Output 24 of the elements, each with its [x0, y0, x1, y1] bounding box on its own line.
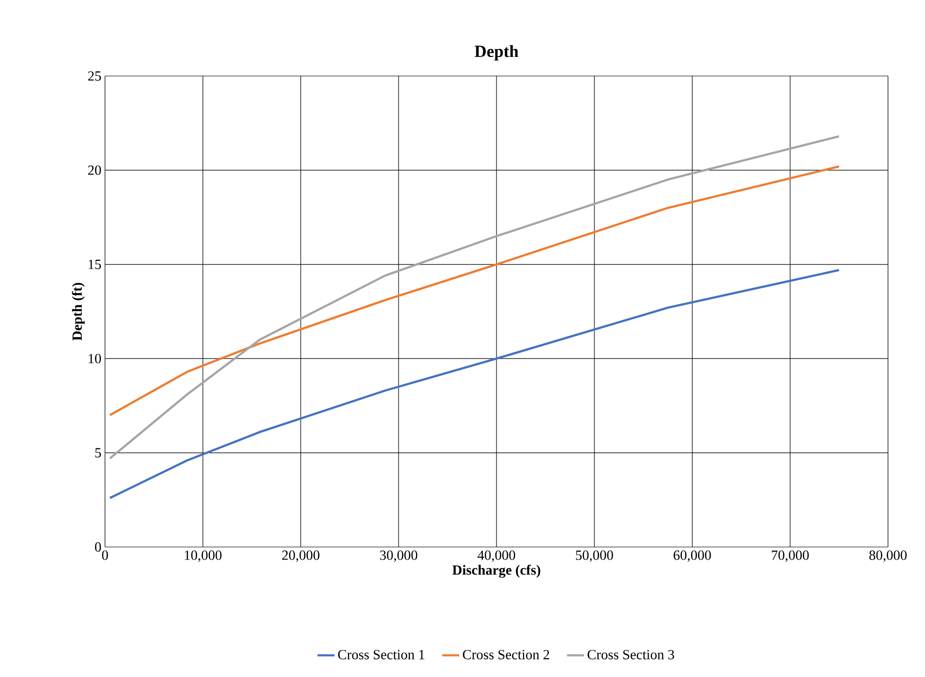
- x-tick-label: 50,000: [576, 550, 614, 562]
- y-tick-label: 5: [95, 448, 101, 458]
- line-series: [108, 165, 840, 416]
- line-series: [108, 135, 840, 460]
- legend-label: Cross Section 2: [462, 650, 550, 660]
- legend-label: Cross Section 3: [588, 650, 674, 660]
- y-tick-label: 20: [88, 165, 101, 175]
- x-tick-label: 20,000: [282, 550, 320, 562]
- y-axis-title: Depth (ft): [72, 282, 85, 340]
- y-tick-label: 10: [88, 354, 101, 364]
- x-tick-label: 80,000: [869, 550, 907, 562]
- x-tick-label: 0: [102, 550, 108, 560]
- y-tick-label: 0: [95, 542, 101, 552]
- x-tick-label: 70,000: [772, 550, 809, 562]
- x-tick-label: 10,000: [184, 550, 222, 562]
- x-tick-label: 30,000: [380, 550, 418, 562]
- chart-title: Depth: [474, 45, 518, 61]
- legend-label: Cross Section 1: [338, 650, 424, 660]
- y-tick-label: 25: [88, 71, 101, 81]
- y-tick-label: 15: [88, 260, 101, 270]
- x-tick-label: 60,000: [674, 550, 711, 562]
- line-series: [108, 268, 840, 500]
- x-axis-title: Discharge (cfs): [452, 564, 540, 578]
- x-tick-label: 40,000: [478, 550, 516, 562]
